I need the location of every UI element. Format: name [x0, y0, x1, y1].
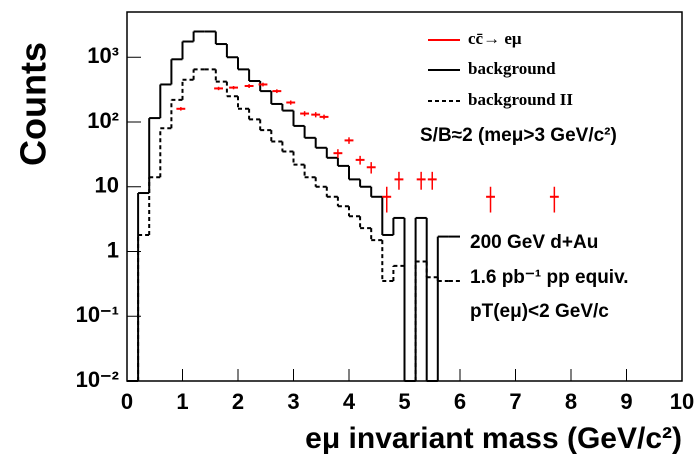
legend: cc̄→ eμ background background II	[428, 29, 573, 109]
x-tick-label: 0	[121, 389, 133, 414]
x-axis-title: eμ invariant mass (GeV/c²)	[305, 422, 682, 455]
x-tick-label: 8	[565, 389, 577, 414]
x-tick-label: 9	[620, 389, 632, 414]
y-tick-label: 1	[107, 237, 119, 262]
y-tick-label: 10	[95, 173, 119, 198]
x-tick-label: 7	[509, 389, 521, 414]
x-tick-label: 2	[232, 389, 244, 414]
x-tick-label: 10	[670, 389, 694, 414]
legend-label: background II	[468, 90, 573, 109]
y-tick-label: 10⁻²	[76, 367, 119, 392]
x-tick-label: 3	[287, 389, 299, 414]
x-tick-label: 6	[454, 389, 466, 414]
annotation: 1.6 pb⁻¹ pp equiv.	[470, 267, 629, 288]
y-tick-label: 10²	[87, 108, 119, 133]
annotation: pT(eμ)<2 GeV/c	[470, 301, 609, 322]
y-tick-label: 10³	[87, 43, 119, 68]
x-tick-label: 1	[176, 389, 188, 414]
annotation: 200 GeV d+Au	[470, 232, 598, 253]
y-tick-label: 10⁻¹	[76, 302, 119, 327]
y-axis-title: Counts	[13, 42, 54, 166]
x-tick-label: 5	[398, 389, 410, 414]
x-tick-label: 4	[343, 389, 356, 414]
annotation: S/B≈2 (meμ>3 GeV/c²)	[420, 125, 617, 146]
legend-label: background	[468, 59, 556, 78]
legend-label: cc̄→ eμ	[468, 29, 522, 48]
